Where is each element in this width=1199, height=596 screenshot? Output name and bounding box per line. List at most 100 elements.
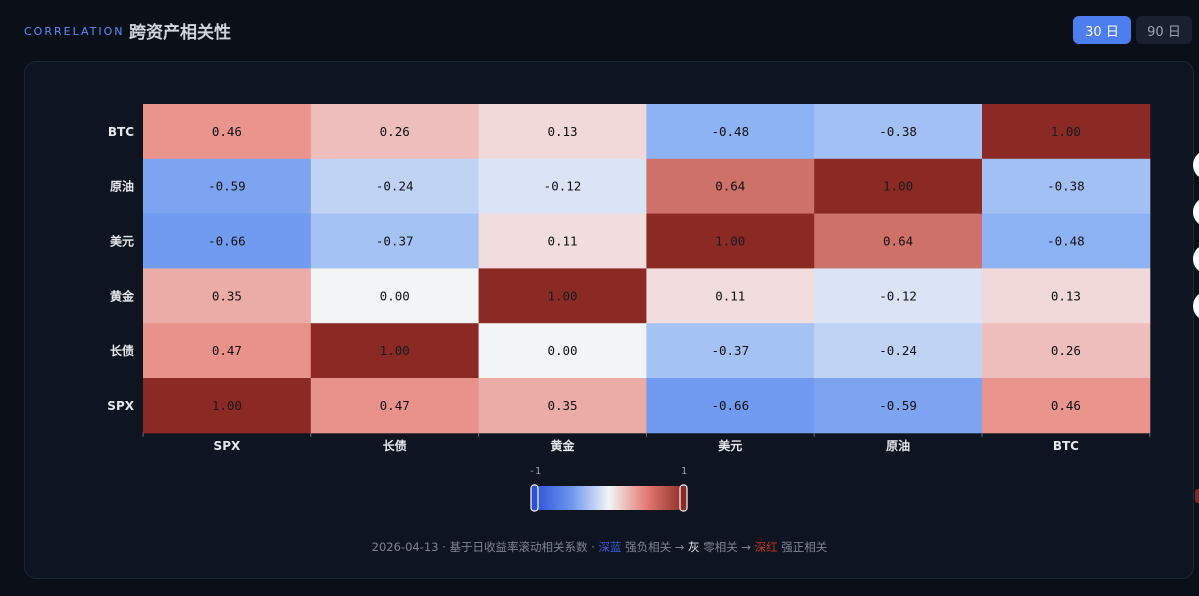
heatmap-cell [982, 378, 1151, 434]
heatmap-cell [814, 104, 983, 160]
heatmap-cell [646, 378, 815, 434]
footnote-mid2: 零相关 → [699, 540, 755, 554]
heatmap-cell [982, 323, 1151, 379]
heatmap-cell [814, 158, 983, 215]
heatmap-cell [646, 213, 815, 269]
cell-value-label: 1.00 [212, 398, 242, 413]
range-30d-button[interactable]: 30 日 [1073, 16, 1131, 44]
heatmap-cell [478, 378, 647, 434]
heatmap-cell [310, 104, 480, 160]
colorbar-max-label: 1 [681, 466, 687, 477]
heatmap-cell [310, 268, 480, 324]
footnote-mid1: 强负相关 → [621, 540, 689, 554]
heatmap-cell [143, 213, 312, 269]
x-tick-label: SPX [214, 439, 241, 453]
heatmap-cell [478, 268, 647, 324]
cell-value-label: 0.11 [715, 288, 745, 303]
cell-value-label: 0.13 [1051, 288, 1081, 303]
cell-value-label: -0.24 [879, 343, 917, 358]
x-tick-label: BTC [1053, 439, 1079, 453]
cell-value-label: 0.26 [1051, 343, 1081, 358]
side-tab-2[interactable] [1193, 197, 1199, 227]
side-tab-1[interactable] [1193, 150, 1199, 180]
x-tick-label: 长债 [383, 438, 407, 453]
side-tab-3[interactable] [1193, 244, 1199, 274]
page-title: 跨资产相关性 [129, 23, 231, 43]
section-eyebrow: CORRELATION [24, 25, 125, 38]
heatmap-cell [646, 323, 815, 379]
cell-value-label: -0.59 [208, 179, 246, 194]
cell-value-label: -0.66 [711, 398, 749, 413]
heatmap-cell [982, 158, 1151, 215]
heatmap-cell [814, 268, 983, 324]
cell-value-label: -0.24 [376, 179, 414, 194]
header: CORRELATION 跨资产相关性 30 日 90 日 [0, 0, 1199, 60]
heatmap-cell [143, 268, 312, 324]
cell-value-label: -0.37 [376, 234, 414, 249]
colorbar-handle-max[interactable] [679, 484, 688, 512]
colorbar-gradient [533, 486, 685, 510]
cell-value-label: 0.00 [380, 288, 410, 303]
y-tick-label: 长债 [110, 343, 134, 358]
cell-value-label: 0.46 [212, 124, 242, 139]
heatmap-cell [982, 213, 1151, 269]
heatmap-cell [814, 213, 983, 269]
footnote: 2026-04-13 · 基于日收益率滚动相关系数 · 深蓝 强负相关 → 灰 … [0, 539, 1199, 555]
side-tab-4[interactable] [1193, 291, 1199, 321]
heatmap-cells: 0.46 0.26 0.13 -0.48 -0.38 1.00 -0.59 -0.24 -0.1… [143, 104, 1151, 434]
cell-value-label: 0.46 [1051, 398, 1081, 413]
x-tick-label: 原油 [886, 438, 910, 453]
cell-value-label: -0.59 [879, 398, 917, 413]
cell-value-label: 0.35 [547, 398, 577, 413]
cell-value-label: -0.37 [711, 343, 749, 358]
cell-value-label: 0.26 [380, 124, 410, 139]
cell-value-label: 0.47 [212, 343, 242, 358]
colorbar-handle-min[interactable] [530, 484, 539, 512]
cell-value-label: -0.48 [1047, 234, 1085, 249]
cell-value-label: 1.00 [547, 288, 577, 303]
cell-value-label: 0.00 [547, 343, 577, 358]
x-tick-label: 美元 [718, 438, 742, 453]
cell-value-label: -0.12 [879, 288, 917, 303]
cell-value-label: 1.00 [1051, 124, 1081, 139]
y-tick-label: BTC [108, 125, 134, 139]
heatmap-cell [478, 104, 647, 160]
cell-value-label: 0.64 [883, 234, 913, 249]
footnote-red: 深红 [754, 540, 778, 554]
heatmap-cell [814, 378, 983, 434]
range-90d-button[interactable]: 90 日 [1136, 16, 1192, 44]
colorbar-min-label: -1 [529, 466, 541, 477]
heatmap-cell [478, 323, 647, 379]
cell-value-label: 0.13 [547, 124, 577, 139]
cell-value-label: -0.48 [711, 124, 749, 139]
side-indicator [1195, 489, 1199, 503]
heatmap-cell [310, 213, 480, 269]
cell-value-label: -0.38 [1047, 179, 1085, 194]
cell-value-label: -0.66 [208, 234, 246, 249]
heatmap-cell [646, 158, 815, 215]
y-tick-label: 美元 [110, 234, 134, 249]
cell-value-label: 1.00 [715, 234, 745, 249]
heatmap-cell [143, 323, 312, 379]
cell-value-label: -0.38 [879, 124, 917, 139]
x-tick-label: 黄金 [550, 438, 575, 453]
heatmap-cell [646, 268, 815, 324]
footnote-gray: 灰 [688, 540, 700, 554]
y-tick-label: 原油 [110, 179, 134, 194]
cell-value-label: 1.00 [380, 343, 410, 358]
heatmap-cell [143, 104, 312, 160]
heatmap-cell [646, 104, 815, 160]
heatmap-cell [310, 378, 480, 434]
heatmap-cell [982, 268, 1151, 324]
heatmap-cell [310, 323, 480, 379]
heatmap-cell [814, 323, 983, 379]
footnote-prefix: 2026-04-13 · 基于日收益率滚动相关系数 · [371, 540, 599, 554]
footnote-blue: 深蓝 [598, 540, 622, 554]
heatmap-cell [310, 158, 480, 215]
y-tick-label: 黄金 [110, 288, 135, 303]
cell-value-label: 0.11 [547, 234, 577, 249]
heatmap-cell [143, 378, 312, 434]
heatmap-cell [143, 158, 312, 215]
